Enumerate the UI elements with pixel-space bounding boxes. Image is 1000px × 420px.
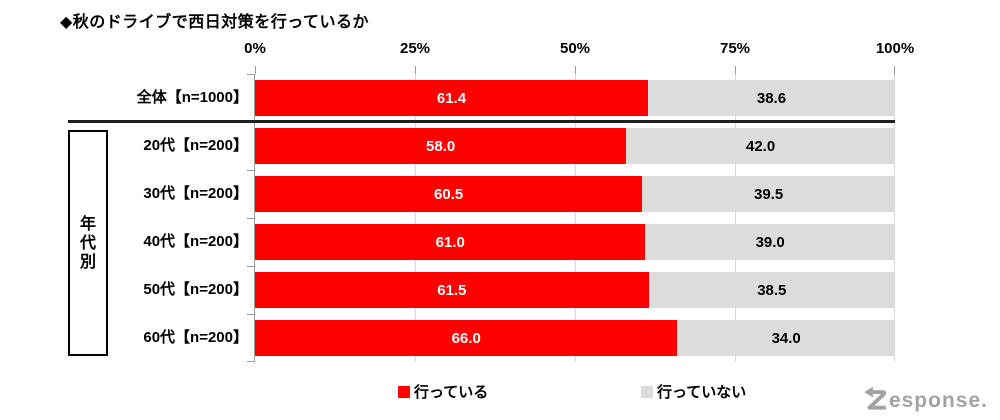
value-axis-tick-50	[575, 66, 576, 74]
gridline-50	[575, 74, 576, 362]
age-group-label-char: 代	[79, 234, 96, 252]
row-label-40s: 40代【n=200】	[143, 233, 248, 250]
bar-value: 58.0	[425, 137, 456, 155]
bar-row-60s: 66.0 34.0	[255, 320, 895, 356]
gridline-25	[415, 74, 416, 362]
row-label-60s: 60代【n=200】	[143, 329, 248, 346]
bar-row-50s: 61.5 38.5	[255, 272, 895, 308]
bar-segment-yes: 66.0	[255, 320, 678, 356]
category-axis-tick	[247, 74, 255, 75]
plot-area: 61.4 38.6 58.0 42.0 60.5 39.5 61.0 39.0 …	[247, 66, 895, 362]
category-axis-tick	[247, 314, 255, 315]
bar-value: 66.0	[451, 329, 481, 347]
bar-value: 61.0	[435, 233, 465, 251]
bar-segment-no: 38.5	[648, 272, 895, 308]
legend-item-no: 行っていない	[641, 381, 746, 402]
age-group-label-char: 別	[79, 253, 96, 271]
category-axis-tick	[247, 266, 255, 267]
bar-segment-yes: 61.4	[255, 80, 648, 116]
category-axis-tick	[247, 218, 255, 219]
category-axis-tick	[247, 170, 255, 171]
bar-segment-no: 34.0	[677, 320, 895, 356]
bar-segment-no: 42.0	[626, 128, 895, 164]
age-group-label-char: 年	[79, 215, 96, 233]
bar-segment-no: 39.5	[642, 176, 895, 212]
bar-row-20s: 58.0 42.0	[255, 128, 895, 164]
legend-label-no: 行っていない	[657, 384, 747, 401]
category-axis-tick	[247, 361, 255, 362]
value-axis-tick-0	[255, 66, 256, 74]
response-logo: esponse.	[862, 386, 988, 412]
bar-segment-yes: 58.0	[255, 128, 627, 164]
bar-value: 39.5	[753, 185, 784, 203]
bar-value: 42.0	[745, 137, 776, 155]
row-label-30s: 30代【n=200】	[143, 185, 248, 202]
bar-value: 34.0	[771, 329, 801, 347]
axis-tick-label-0: 0%	[244, 40, 266, 57]
legend-item-yes: 行っている	[398, 381, 488, 402]
legend-swatch-yes	[398, 385, 410, 398]
age-group-box: 年 代 別	[68, 130, 108, 356]
gridline-100	[894, 74, 895, 362]
legend-swatch-no	[641, 385, 653, 398]
axis-tick-label-50: 50%	[559, 40, 591, 57]
bar-value: 61.4	[436, 89, 467, 107]
value-axis-tick-100	[894, 66, 895, 74]
value-axis-tick-75	[735, 66, 736, 74]
bar-segment-no: 39.0	[645, 224, 895, 260]
bar-value: 38.5	[757, 281, 787, 299]
axis-tick-label-25: 25%	[399, 40, 431, 57]
axis-tick-label-100: 100%	[875, 40, 915, 57]
gridline-75	[735, 74, 736, 362]
bar-row-30s: 60.5 39.5	[255, 176, 895, 212]
bar-value: 60.5	[433, 185, 464, 203]
bar-value: 38.6	[756, 89, 787, 107]
legend-label-yes: 行っている	[414, 384, 489, 401]
chart-title: ◆秋のドライブで西日対策を行っているか	[60, 14, 370, 31]
row-label-50s: 50代【n=200】	[143, 281, 248, 298]
watermark-text: esponse.	[888, 389, 988, 412]
response-logo-arrow-r-icon	[864, 386, 887, 410]
bar-segment-no: 38.6	[647, 80, 895, 116]
bar-segment-yes: 61.5	[255, 272, 649, 308]
row-label-20s: 20代【n=200】	[143, 137, 248, 154]
bar-row-total: 61.4 38.6	[255, 80, 895, 116]
bar-row-40s: 61.0 39.0	[255, 224, 895, 260]
bar-value: 61.5	[437, 281, 467, 299]
bar-segment-yes: 60.5	[255, 176, 643, 212]
total-separator-line	[68, 120, 895, 123]
value-axis-tick-25	[415, 66, 416, 74]
bar-value: 39.0	[755, 233, 785, 251]
axis-tick-label-75: 75%	[719, 40, 751, 57]
row-label-total: 全体【n=1000】	[136, 89, 248, 106]
bar-segment-yes: 61.0	[255, 224, 646, 260]
